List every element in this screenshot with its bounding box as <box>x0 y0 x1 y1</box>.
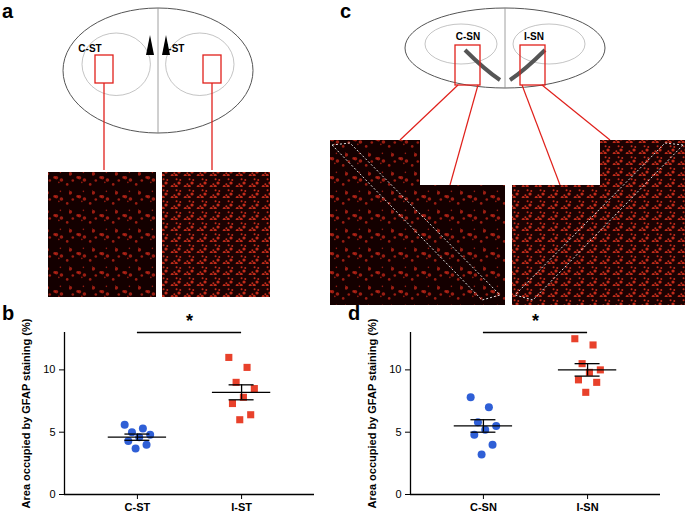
html-text:c: c <box>340 0 352 22</box>
svg-text:5: 5 <box>49 426 55 438</box>
html-text:a: a <box>2 0 14 22</box>
html-text:b: b <box>2 302 15 324</box>
svg-text:C-ST: C-ST <box>125 501 151 513</box>
svg-text:C-SN: C-SN <box>456 31 480 42</box>
svg-text:0: 0 <box>395 488 401 500</box>
svg-text:C-ST: C-ST <box>78 43 101 54</box>
svg-text:C-SN: C-SN <box>470 501 497 513</box>
svg-text:0: 0 <box>49 488 55 500</box>
svg-text:Area occupied by GFAP staining: Area occupied by GFAP staining (%) <box>366 318 378 508</box>
svg-text:10: 10 <box>43 363 55 375</box>
svg-text:5: 5 <box>395 426 401 438</box>
svg-text:10: 10 <box>389 363 401 375</box>
svg-text:I-ST: I-ST <box>166 43 185 54</box>
svg-text:I-ST: I-ST <box>231 501 252 513</box>
html-text:d: d <box>348 302 361 324</box>
svg-text:I-SN: I-SN <box>524 31 544 42</box>
svg-text:Area occupied by GFAP staining: Area occupied by GFAP staining (%) <box>20 318 32 508</box>
svg-text:*: * <box>532 311 539 331</box>
svg-text:*: * <box>186 311 193 331</box>
svg-text:I-SN: I-SN <box>577 501 599 513</box>
